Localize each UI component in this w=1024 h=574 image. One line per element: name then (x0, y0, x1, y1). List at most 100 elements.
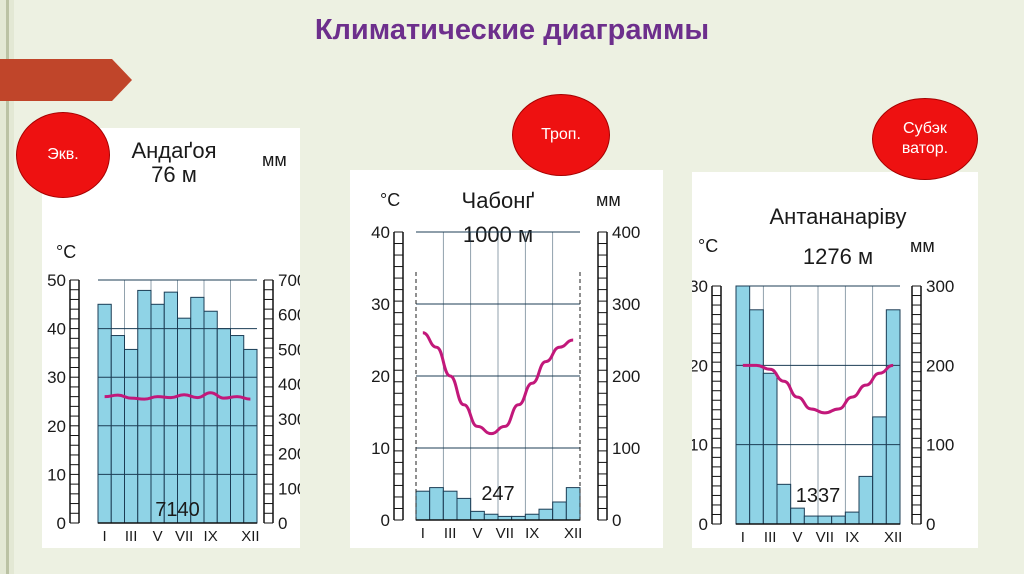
precip-bar-6 (163, 291, 178, 524)
temp-tick-label: 50 (47, 271, 66, 290)
precip-tick-label: 200 (278, 445, 300, 464)
month-label: XII (241, 528, 259, 545)
month-label: IX (525, 525, 539, 542)
month-label: XII (564, 525, 582, 542)
precip-unit-label: мм (262, 150, 287, 170)
temperature-line (104, 391, 251, 401)
precip-bar-11 (872, 416, 887, 525)
precip-tick-label: 0 (612, 511, 621, 530)
chart-title: Андаґоя (131, 138, 216, 163)
precip-tick-label: 500 (278, 340, 300, 359)
precip-tick-label: 100 (612, 439, 640, 458)
month-label: VII (496, 525, 514, 542)
temp-tick-label: 30 (692, 277, 708, 296)
precip-tick-label: 100 (278, 479, 300, 498)
precip-tick-label: 200 (926, 356, 954, 375)
month-label: VII (816, 529, 834, 546)
temp-tick-label: 30 (371, 295, 390, 314)
precip-tick-label: 400 (612, 223, 640, 242)
chart-title: Антананаріву (770, 204, 907, 229)
precip-tick-label: 300 (612, 295, 640, 314)
badge-subequatorial: Субэк ватор. (872, 98, 978, 180)
precip-unit-label: мм (910, 236, 935, 256)
temp-tick-label: 20 (47, 417, 66, 436)
annual-precip-total: 7140 (155, 499, 200, 521)
decor-stem (6, 0, 9, 574)
temp-tick-label: 0 (57, 514, 66, 533)
precip-tick-label: 700 (278, 271, 300, 290)
precip-bar-9 (844, 511, 860, 525)
temp-tick-label: 10 (692, 436, 708, 455)
precip-bar-7 (177, 317, 192, 524)
month-label: I (421, 525, 425, 542)
month-label: IX (204, 528, 218, 545)
precip-tick-label: 400 (278, 375, 300, 394)
precip-bar-5 (150, 303, 165, 524)
chart-title: Чабонґ (462, 188, 535, 213)
precip-bar-12 (243, 348, 258, 524)
chart-subtitle: 1276 м (803, 244, 873, 269)
temp-tick-label: 10 (371, 439, 390, 458)
month-label: III (764, 529, 777, 546)
precip-tick-label: 200 (612, 367, 640, 386)
month-label: V (472, 525, 482, 542)
precip-bar-2 (429, 487, 444, 521)
precip-bar-3 (442, 490, 458, 521)
temp-tick-label: 0 (381, 511, 390, 530)
temp-tick-label: 40 (47, 320, 66, 339)
precip-bar-12 (565, 487, 581, 521)
precip-tick-label: 600 (278, 306, 300, 325)
temperature-line (742, 363, 894, 415)
chart-panel-chabong: Чабонґ 1000 м °С мм 0 10 20 30 40 0 100 200 300 400 I I… (350, 170, 663, 548)
precip-tick-label: 0 (926, 515, 935, 534)
precip-bar-6 (803, 515, 819, 525)
precip-bar-10 (858, 475, 874, 525)
month-label: III (125, 528, 138, 545)
annual-precip-total: 1337 (796, 485, 841, 507)
precip-bar-3 (124, 348, 139, 524)
precip-bar-4 (776, 483, 792, 525)
precip-bar-4 (137, 289, 152, 524)
precip-bar-12 (885, 309, 901, 525)
precip-bar-1 (97, 303, 112, 524)
month-label: VII (175, 528, 193, 545)
month-label: V (792, 529, 802, 546)
precip-bar-9 (524, 513, 540, 521)
temp-unit-label: °С (380, 190, 400, 210)
annual-precip-total: 247 (481, 483, 514, 505)
temp-tick-label: 20 (371, 367, 390, 386)
precip-bar-3 (762, 372, 778, 525)
precip-bar-7 (817, 515, 833, 525)
badge-equatorial: Экв. (16, 112, 110, 198)
precip-bar-4 (456, 497, 472, 521)
temp-tick-label: 30 (47, 368, 66, 387)
month-label: V (153, 528, 163, 545)
precip-tick-label: 300 (926, 277, 954, 296)
temperature-line (422, 331, 574, 436)
month-label: I (741, 529, 745, 546)
precip-bar-11 (552, 501, 567, 521)
precip-tick-label: 100 (926, 436, 954, 455)
precip-bar-5 (790, 507, 805, 525)
precip-bar-2 (749, 309, 764, 525)
precip-bar-8 (831, 515, 846, 525)
precip-unit-label: мм (596, 190, 621, 210)
month-label: IX (845, 529, 859, 546)
temp-unit-label: °С (56, 242, 76, 262)
precip-tick-label: 300 (278, 410, 300, 429)
page-title: Климатические диаграммы (314, 14, 710, 46)
badge-tropical: Троп. (512, 94, 610, 176)
month-label: XII (884, 529, 902, 546)
precip-tick-label: 0 (278, 514, 287, 533)
precip-bar-10 (538, 508, 554, 521)
precip-bar-1 (735, 285, 751, 525)
precip-bar-5 (470, 510, 485, 521)
chart-panel-antananarivo: Антананаріву 1276 м °С мм 0 10 20 30 0 100 200 300 I… (689, 172, 978, 548)
precip-bar-2 (110, 335, 125, 524)
temp-tick-label: 40 (371, 223, 390, 242)
temp-tick-label: 20 (692, 356, 708, 375)
